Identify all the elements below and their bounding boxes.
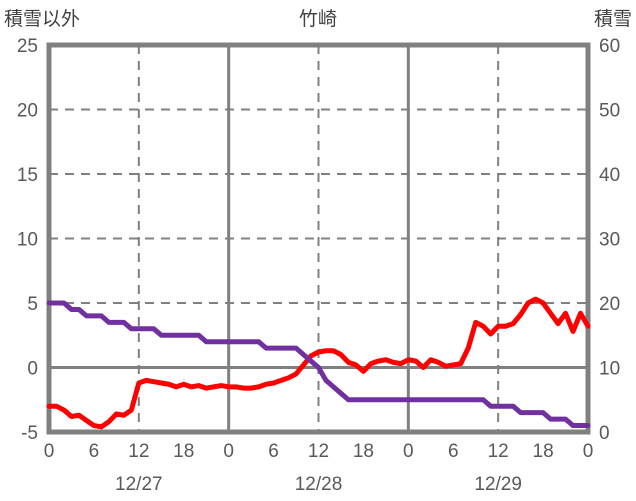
- ytick-label-right: 60: [599, 36, 620, 57]
- day-label: 12/27: [115, 474, 163, 495]
- xtick-label: 12: [308, 441, 329, 462]
- ytick-label-right: 0: [599, 423, 610, 444]
- xtick-label: 12: [128, 441, 149, 462]
- ytick-label-left: -5: [21, 423, 38, 444]
- left-axis-title: 積雪以外: [4, 9, 81, 30]
- ytick-label-left: 15: [17, 165, 38, 186]
- ytick-label-left: 10: [17, 230, 38, 251]
- xtick-label: 18: [173, 441, 194, 462]
- day-label: 12/28: [295, 474, 343, 495]
- xtick-label: 0: [44, 441, 55, 462]
- right-axis-title: 積雪: [593, 9, 632, 30]
- xtick-label: 0: [583, 441, 594, 462]
- series-line-temperature: [46, 296, 591, 430]
- xtick-label: 6: [448, 441, 459, 462]
- xtick-label: 6: [89, 441, 100, 462]
- ytick-label-right: 30: [599, 230, 620, 251]
- ytick-label-right: 10: [599, 359, 620, 380]
- day-label: 12/29: [474, 474, 522, 495]
- xtick-label: 12: [488, 441, 509, 462]
- ytick-label-left: 5: [27, 294, 38, 315]
- xtick-label: 18: [533, 441, 554, 462]
- xtick-label: 0: [223, 441, 234, 462]
- xtick-label: 0: [403, 441, 414, 462]
- ytick-label-left: 0: [27, 359, 38, 380]
- ytick-label-right: 40: [599, 165, 620, 186]
- ytick-label-left: 20: [17, 101, 38, 122]
- series-line-snow-depth: [46, 300, 591, 429]
- ytick-label-right: 50: [599, 101, 620, 122]
- xtick-label: 6: [268, 441, 279, 462]
- ytick-label-left: 25: [17, 36, 38, 57]
- chart-title: 竹崎: [298, 9, 337, 30]
- xtick-label: 18: [353, 441, 374, 462]
- ytick-label-right: 20: [599, 294, 620, 315]
